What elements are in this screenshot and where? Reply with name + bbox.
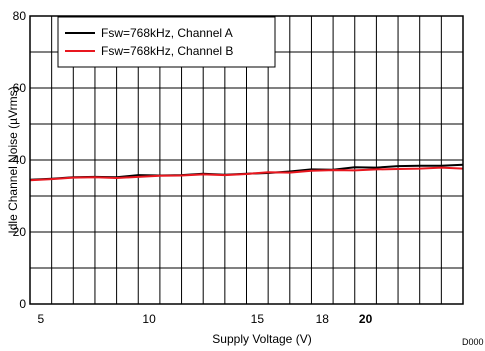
x-tick-label: 10	[142, 312, 156, 326]
series-lines	[29, 163, 464, 182]
legend-label-channel-a: Fsw=768kHz, Channel A	[101, 26, 233, 40]
legend: Fsw=768kHz, Channel A Fsw=768kHz, Channe…	[57, 16, 276, 68]
legend-box	[57, 16, 276, 68]
y-tick-label: 60	[13, 81, 27, 95]
x-tick-label: 18	[316, 312, 330, 326]
x-tick-label: 20	[359, 312, 373, 326]
y-tick-label: 80	[13, 9, 27, 23]
x-tick-label: 5	[37, 312, 44, 326]
y-tick-label: 0	[19, 297, 26, 311]
figure-id-label: D000	[462, 337, 484, 347]
series-line-channel-b	[29, 166, 464, 182]
x-axis-label: Supply Voltage (V)	[212, 332, 311, 346]
y-tick-labels: 0 20 40 60 80	[13, 9, 27, 311]
y-tick-label: 40	[13, 153, 27, 167]
legend-label-channel-b: Fsw=768kHz, Channel B	[101, 44, 233, 58]
y-axis-label: Idle Channel Noise (µVrms)	[6, 86, 20, 233]
y-tick-label: 20	[13, 225, 27, 239]
plot-frame	[29, 15, 464, 305]
x-tick-label: 15	[251, 312, 265, 326]
x-tick-labels: 5 10 15 18 20	[37, 312, 372, 326]
